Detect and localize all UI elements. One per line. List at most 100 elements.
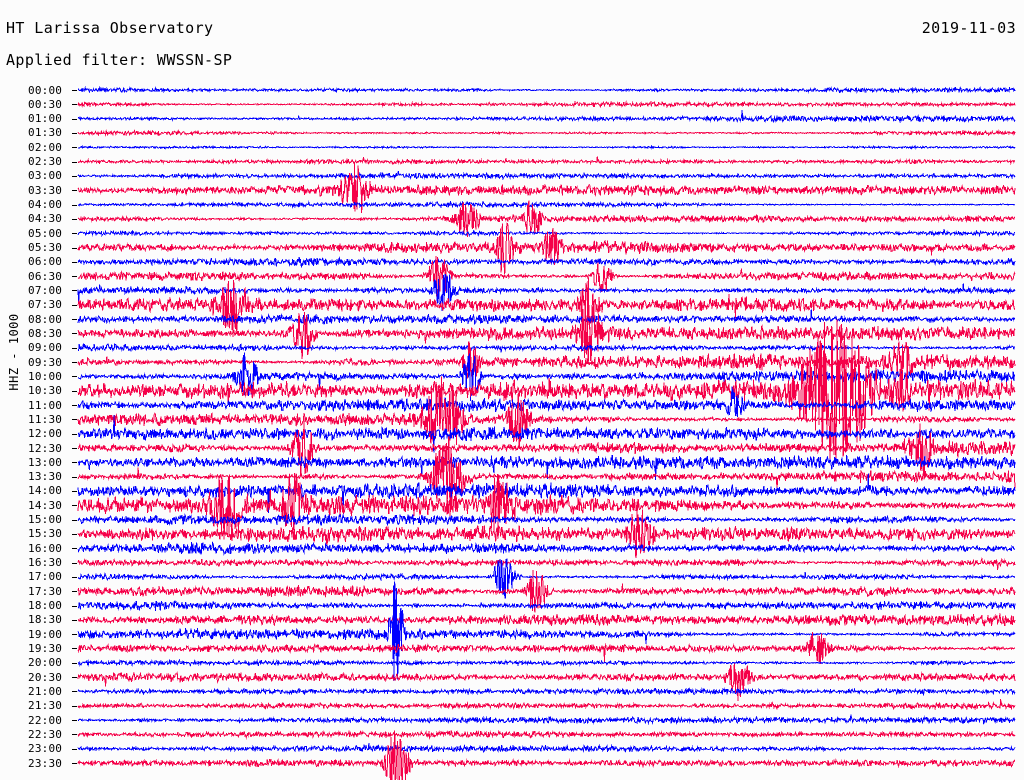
time-tick-label: 08:30 [28,326,63,340]
time-tick-label: 18:00 [28,599,63,613]
time-tick-mark [72,233,77,235]
time-tick-mark [72,677,77,679]
trace-row [77,144,1016,150]
trace-row [77,256,1016,268]
time-tick-label: 22:30 [28,727,63,741]
time-tick-label: 13:00 [28,455,63,469]
trace-row [77,714,1016,725]
time-tick-label: 08:00 [28,312,63,326]
time-tick-mark [72,548,77,550]
trace-row [77,729,1016,740]
time-tick-mark [72,204,77,206]
trace-row [77,558,1016,599]
time-tick-mark [72,648,77,650]
time-tick-mark [72,376,77,378]
time-tick-mark [72,319,77,321]
time-tick-mark [72,662,77,664]
time-tick-label: 17:30 [28,584,63,598]
trace-row [77,632,1016,664]
time-axis: 00:00 00:30 01:00 01:30 02:00 02:30 03:00 03:30… [0,80,78,780]
applied-filter-label: Applied filter: WWSSN-SP [6,51,233,69]
page-title: HT Larissa Observatory [6,19,214,37]
time-tick-label: 05:00 [28,226,63,240]
time-tick-label: 15:30 [28,527,63,541]
time-tick-label: 00:00 [28,83,63,97]
trace-row [77,541,1016,556]
time-tick-label: 07:30 [28,298,63,312]
trace-row [77,200,1016,209]
time-tick-mark [72,433,77,435]
time-tick-mark [72,419,77,421]
trace-row [77,156,1016,166]
trace-row [77,255,1016,300]
time-tick-label: 06:30 [28,269,63,283]
time-tick-label: 16:00 [28,541,63,555]
time-tick-mark [72,118,77,120]
time-tick-mark [72,161,77,163]
time-tick-mark [72,533,77,535]
time-tick-mark [72,333,77,335]
trace-row [77,581,1016,681]
time-tick-label: 20:30 [28,670,63,684]
time-tick-label: 19:00 [28,627,63,641]
time-tick-mark [72,591,77,593]
time-tick-label: 04:00 [28,198,63,212]
time-tick-label: 11:30 [28,412,63,426]
time-tick-mark [72,763,77,765]
time-tick-mark [72,634,77,636]
time-tick-label: 10:00 [28,369,63,383]
time-tick-mark [72,748,77,750]
time-tick-label: 22:00 [28,713,63,727]
time-tick-label: 19:30 [28,641,63,655]
trace-row [77,473,1016,542]
time-tick-mark [72,304,77,306]
trace-row [77,343,1016,353]
trace-row [77,162,1016,213]
time-tick-label: 17:00 [28,570,63,584]
trace-row [77,170,1016,181]
time-tick-mark [72,448,77,449]
seismogram-traces [0,80,1024,780]
time-tick-label: 16:30 [28,556,63,570]
trace-row [77,229,1016,238]
trace-row [77,569,1016,613]
trace-row [77,743,1016,754]
time-tick-mark [72,104,77,106]
time-tick-label: 12:30 [28,441,63,455]
time-tick-mark [72,247,77,249]
time-tick-mark [72,190,77,192]
trace-row [77,435,1016,518]
time-tick-mark [72,175,77,177]
time-tick-mark [72,276,77,278]
time-tick-mark [72,218,77,220]
trace-row [77,273,1016,312]
time-tick-mark [72,505,77,507]
trace-row [77,386,1016,418]
time-tick-mark [72,261,77,263]
trace-row [77,376,1016,450]
time-tick-label: 14:00 [28,484,63,498]
time-tick-mark [72,347,77,349]
trace-row [77,200,1016,238]
time-tick-label: 09:30 [28,355,63,369]
trace-row [77,730,1016,780]
time-tick-mark [72,705,77,707]
trace-row [77,128,1016,137]
trace-row [77,513,1016,526]
time-tick-mark [72,490,77,492]
time-tick-label: 20:00 [28,656,63,670]
time-tick-label: 01:00 [28,112,63,126]
time-tick-label: 07:00 [28,283,63,297]
time-tick-label: 03:30 [28,183,63,197]
time-tick-label: 09:00 [28,341,63,355]
time-tick-mark [72,720,77,722]
time-tick-mark [72,390,77,392]
time-tick-label: 18:30 [28,613,63,627]
time-tick-mark [72,576,77,578]
record-date: 2019-11-03 [921,19,1016,37]
time-tick-label: 13:30 [28,470,63,484]
time-tick-label: 01:30 [28,126,63,140]
trace-row [77,100,1016,109]
trace-row [77,613,1016,627]
time-tick-mark [72,290,77,292]
